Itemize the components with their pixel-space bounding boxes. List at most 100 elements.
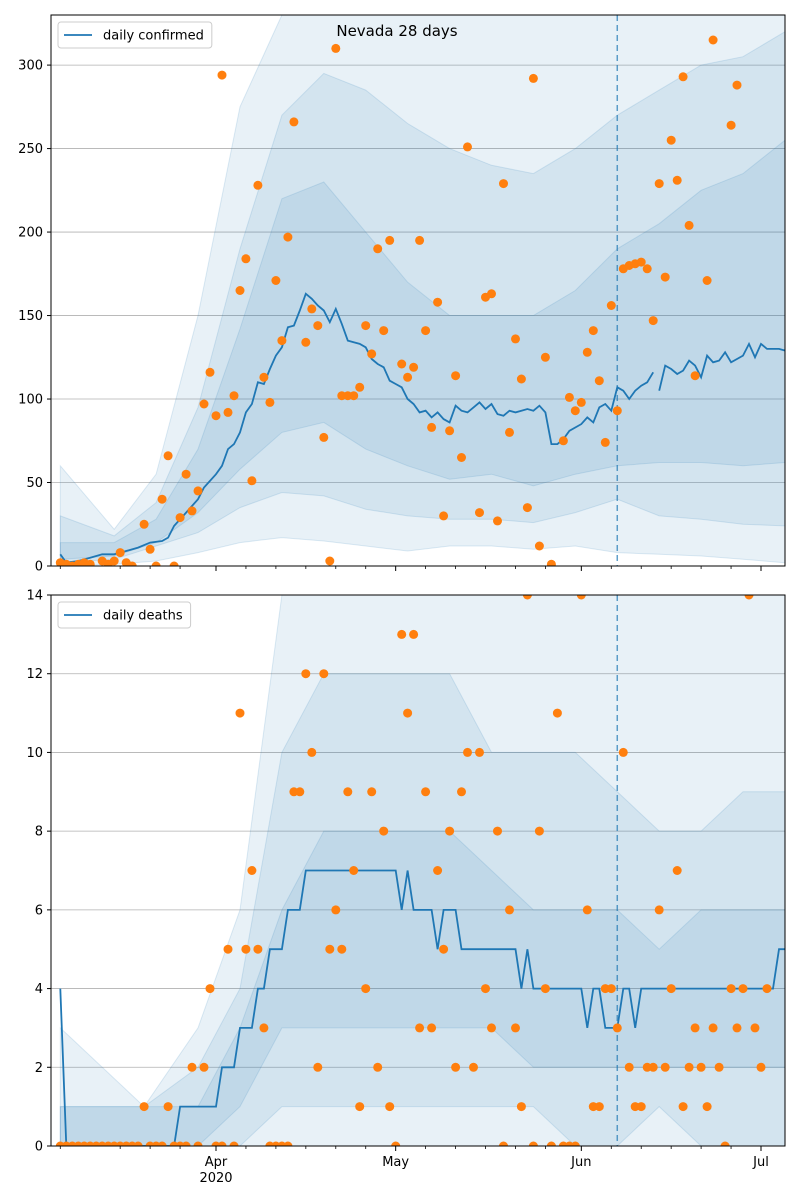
y-tick-label: 14 bbox=[26, 589, 43, 604]
data-point bbox=[397, 629, 407, 639]
data-point bbox=[361, 321, 371, 331]
data-point bbox=[606, 984, 616, 994]
data-point bbox=[157, 1141, 167, 1146]
data-point bbox=[732, 1023, 742, 1033]
data-point bbox=[217, 1141, 227, 1146]
data-point bbox=[271, 276, 281, 285]
data-point bbox=[421, 787, 431, 797]
data-point bbox=[313, 1062, 323, 1072]
data-point bbox=[109, 556, 119, 566]
data-point bbox=[505, 427, 514, 437]
data-point bbox=[558, 436, 568, 446]
data-point bbox=[570, 1141, 580, 1146]
data-point bbox=[187, 506, 197, 516]
data-point bbox=[582, 905, 592, 915]
y-tick-label: 200 bbox=[18, 226, 43, 241]
data-point bbox=[145, 544, 155, 554]
data-point bbox=[367, 787, 377, 797]
data-point bbox=[181, 469, 191, 479]
data-point bbox=[445, 426, 455, 436]
data-point bbox=[463, 142, 472, 152]
data-point bbox=[690, 1023, 700, 1033]
data-point bbox=[331, 905, 341, 915]
data-point bbox=[319, 432, 329, 442]
data-point bbox=[379, 826, 389, 836]
data-point bbox=[499, 1141, 508, 1146]
data-point bbox=[744, 595, 754, 600]
data-point bbox=[678, 72, 688, 82]
data-point bbox=[181, 1141, 191, 1146]
data-point bbox=[696, 1062, 706, 1072]
data-point bbox=[636, 1102, 646, 1112]
data-point bbox=[522, 595, 532, 600]
data-point bbox=[175, 513, 185, 523]
data-point bbox=[522, 503, 532, 513]
data-point bbox=[223, 944, 233, 954]
data-point bbox=[151, 561, 161, 566]
data-point bbox=[445, 826, 455, 836]
data-point bbox=[684, 1062, 694, 1072]
data-point bbox=[750, 1023, 760, 1033]
data-point bbox=[415, 1023, 425, 1033]
data-point bbox=[157, 494, 167, 504]
data-point bbox=[235, 286, 245, 295]
data-point bbox=[582, 347, 592, 357]
data-point bbox=[516, 374, 526, 384]
data-point bbox=[241, 254, 251, 264]
data-point bbox=[612, 1023, 622, 1033]
data-point bbox=[193, 1141, 203, 1146]
data-point bbox=[205, 367, 215, 377]
data-point bbox=[379, 326, 389, 336]
data-point bbox=[115, 548, 125, 558]
data-point bbox=[361, 984, 371, 994]
data-point bbox=[576, 397, 586, 407]
data-point bbox=[756, 1062, 766, 1072]
data-point bbox=[283, 232, 293, 242]
data-point bbox=[642, 264, 652, 274]
data-point bbox=[481, 984, 490, 994]
data-point bbox=[265, 397, 275, 407]
data-point bbox=[726, 120, 736, 130]
axes-frame bbox=[50, 594, 786, 1147]
data-point bbox=[588, 326, 598, 336]
data-point bbox=[427, 422, 437, 432]
data-point bbox=[534, 541, 544, 551]
data-point bbox=[511, 1023, 520, 1033]
data-point bbox=[367, 349, 377, 359]
data-point bbox=[606, 301, 616, 310]
data-point bbox=[229, 391, 239, 401]
data-point bbox=[385, 235, 395, 245]
data-point bbox=[247, 866, 257, 875]
data-point bbox=[253, 180, 263, 190]
y-tick-label: 100 bbox=[18, 393, 43, 408]
data-point bbox=[660, 272, 670, 282]
y-tick-label: 6 bbox=[35, 903, 43, 918]
data-point bbox=[475, 508, 484, 518]
data-point bbox=[738, 984, 748, 994]
data-point bbox=[223, 407, 233, 417]
data-point bbox=[325, 556, 335, 566]
data-point bbox=[235, 708, 245, 718]
y-tick-label: 10 bbox=[26, 746, 43, 761]
data-point bbox=[433, 297, 443, 307]
data-point bbox=[714, 1062, 724, 1072]
data-point bbox=[540, 984, 550, 994]
data-point bbox=[391, 1141, 401, 1146]
data-point bbox=[139, 519, 149, 529]
data-point bbox=[624, 1062, 634, 1072]
data-point bbox=[493, 516, 502, 526]
data-point bbox=[720, 1141, 730, 1146]
data-point bbox=[199, 1062, 209, 1072]
chart-title: Nevada 28 days bbox=[336, 22, 457, 40]
data-point bbox=[409, 362, 419, 372]
data-point bbox=[211, 411, 221, 421]
data-point bbox=[277, 336, 287, 346]
legend-label: daily deaths bbox=[103, 609, 183, 624]
data-point bbox=[373, 244, 383, 254]
data-point bbox=[762, 984, 772, 994]
plot-area bbox=[51, 15, 785, 566]
data-point bbox=[612, 406, 622, 416]
confirmed-panel: 0 50 100 150 200 250 300 daily confirmed bbox=[18, 14, 786, 575]
legend: daily deaths bbox=[57, 601, 192, 629]
